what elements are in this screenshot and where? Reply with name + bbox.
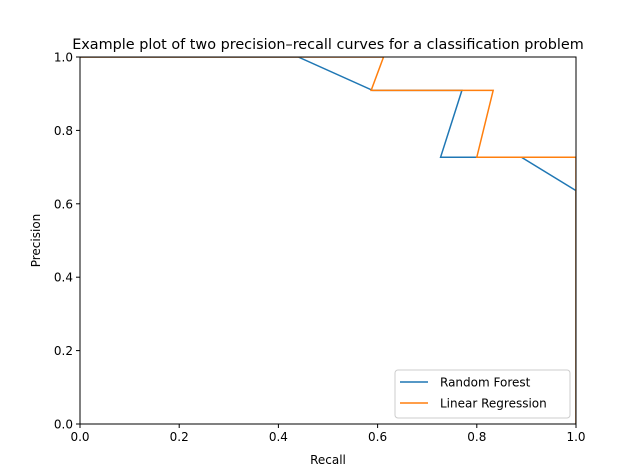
y-tick-label: 0.4 — [54, 271, 73, 285]
series-layer — [80, 57, 576, 424]
y-axis-ticks: 0.0 0.2 0.4 0.6 0.8 1.0 — [54, 51, 80, 432]
y-tick-label: 0.8 — [54, 124, 73, 138]
x-axis-ticks: 0.0 0.2 0.4 0.6 0.8 1.0 — [70, 424, 586, 444]
y-tick-label: 0.6 — [54, 197, 73, 211]
x-tick-label: 0.6 — [368, 430, 387, 444]
x-tick-label: 1.0 — [566, 430, 585, 444]
series-line-linear-regression — [80, 57, 576, 424]
legend-label: Linear Regression — [440, 397, 547, 411]
x-tick-label: 0.8 — [467, 430, 486, 444]
x-tick-label: 0.0 — [70, 430, 89, 444]
x-tick-label: 0.4 — [269, 430, 288, 444]
y-tick-label: 1.0 — [54, 51, 73, 65]
legend: Random Forest Linear Regression — [394, 369, 571, 419]
x-tick-label: 0.2 — [170, 430, 189, 444]
y-axis-label: Precision — [29, 214, 43, 268]
plot-frame — [79, 56, 577, 425]
y-tick-label: 0.0 — [54, 418, 73, 432]
series-line-random-forest — [80, 57, 576, 424]
x-axis-label: Recall — [310, 453, 346, 467]
chart-title: Example plot of two precision–recall cur… — [72, 37, 584, 53]
y-tick-label: 0.2 — [54, 344, 73, 358]
legend-box — [394, 369, 571, 419]
legend-label: Random Forest — [440, 376, 531, 390]
